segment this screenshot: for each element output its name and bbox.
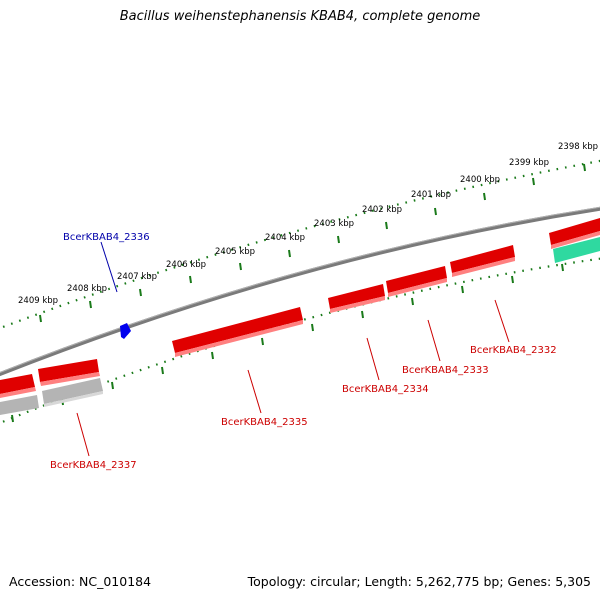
- major-tick: [483, 192, 486, 201]
- gene-bar-grey: [0, 395, 39, 415]
- scale-label: 2400 kbp: [460, 175, 500, 185]
- scale-label: 2399 kbp: [509, 158, 549, 168]
- gene-bar-shadow: [40, 372, 100, 386]
- gene-bar: [549, 218, 600, 245]
- leader-line: [366, 337, 380, 381]
- major-tick: [385, 221, 388, 230]
- major-tick: [89, 300, 92, 309]
- gene-marker: [120, 323, 131, 339]
- scale-label: 2409 kbp: [18, 296, 58, 306]
- gene-features: [0, 218, 600, 415]
- gene-bar: [450, 245, 515, 273]
- leader-line: [247, 369, 262, 414]
- major-tick: [161, 366, 164, 375]
- gene-bar: [328, 284, 385, 309]
- major-tick: [511, 275, 514, 284]
- gene-bar-grey: [42, 378, 103, 404]
- gene-bar: [0, 374, 35, 394]
- scale-label: 2407 kbp: [117, 272, 157, 282]
- leader-line: [100, 241, 118, 293]
- major-tick: [361, 310, 364, 319]
- gene-label[interactable]: BcerKBAB4_2332: [470, 345, 557, 356]
- map-title: Bacillus weihenstephanensis KBAB4, compl…: [119, 9, 481, 24]
- gene-label[interactable]: BcerKBAB4_2335: [221, 417, 308, 428]
- gene-bar-shadow: [330, 296, 385, 313]
- leader-line: [76, 412, 90, 457]
- major-tick: [288, 249, 291, 258]
- leader-line: [494, 299, 510, 343]
- gene-label[interactable]: BcerKBAB4_2337: [50, 460, 137, 471]
- genome-backbone-highlight: [0, 206, 600, 374]
- scale-label: 2404 kbp: [265, 233, 305, 243]
- gene-bar-grey-shadow: [44, 391, 103, 407]
- genome-summary-text: Topology: circular; Length: 5,262,775 bp…: [247, 574, 591, 589]
- gene-bar: [38, 359, 99, 382]
- scale-label: 2398 kbp: [558, 142, 598, 152]
- genome-backbone: [0, 206, 600, 377]
- major-tick: [11, 414, 14, 423]
- major-tick: [39, 314, 42, 323]
- scale-label: 2405 kbp: [215, 247, 255, 257]
- gene-label[interactable]: BcerKBAB4_2334: [342, 384, 429, 395]
- major-tick: [561, 263, 564, 272]
- major-tick: [434, 207, 437, 216]
- major-tick: [261, 337, 264, 346]
- major-tick: [532, 177, 535, 186]
- scale-label: 2401 kbp: [411, 190, 451, 200]
- major-tick: [461, 285, 464, 294]
- scale-label: 2408 kbp: [67, 284, 107, 294]
- gene-label[interactable]: BcerKBAB4_2333: [402, 365, 489, 376]
- accession-text: Accession: NC_010184: [9, 574, 152, 589]
- major-tick: [139, 288, 142, 297]
- major-tick: [337, 235, 340, 244]
- gene-bar-shadow: [175, 320, 303, 357]
- gene-bar-shadow: [0, 387, 36, 398]
- gene-label[interactable]: BcerKBAB4_2336: [63, 232, 150, 243]
- scale-label: 2402 kbp: [362, 205, 402, 215]
- major-tick: [211, 351, 214, 360]
- scale-label: 2403 kbp: [314, 219, 354, 229]
- gene-bar-shadow: [452, 257, 515, 277]
- major-tick: [239, 262, 242, 271]
- gene-bar-shadow: [388, 278, 447, 297]
- scale-label: 2406 kbp: [166, 260, 206, 270]
- major-ticks: [11, 163, 586, 423]
- major-tick: [111, 381, 114, 390]
- gene-bar: [172, 307, 303, 353]
- gene-bar: [386, 266, 447, 293]
- major-tick: [311, 323, 314, 332]
- leader-line: [427, 319, 441, 362]
- gene-labels: BcerKBAB4_2336 BcerKBAB4_2332 BcerKBAB4_…: [50, 232, 557, 471]
- major-tick: [411, 297, 414, 306]
- gene-bar-highlight: [553, 237, 600, 263]
- label-leaders: [76, 241, 510, 457]
- scale-labels: 2398 kbp 2399 kbp 2400 kbp 2401 kbp 2402 kbp…: [18, 142, 598, 306]
- major-tick: [583, 163, 586, 172]
- major-tick: [189, 275, 192, 284]
- gene-bar-shadow: [551, 231, 600, 249]
